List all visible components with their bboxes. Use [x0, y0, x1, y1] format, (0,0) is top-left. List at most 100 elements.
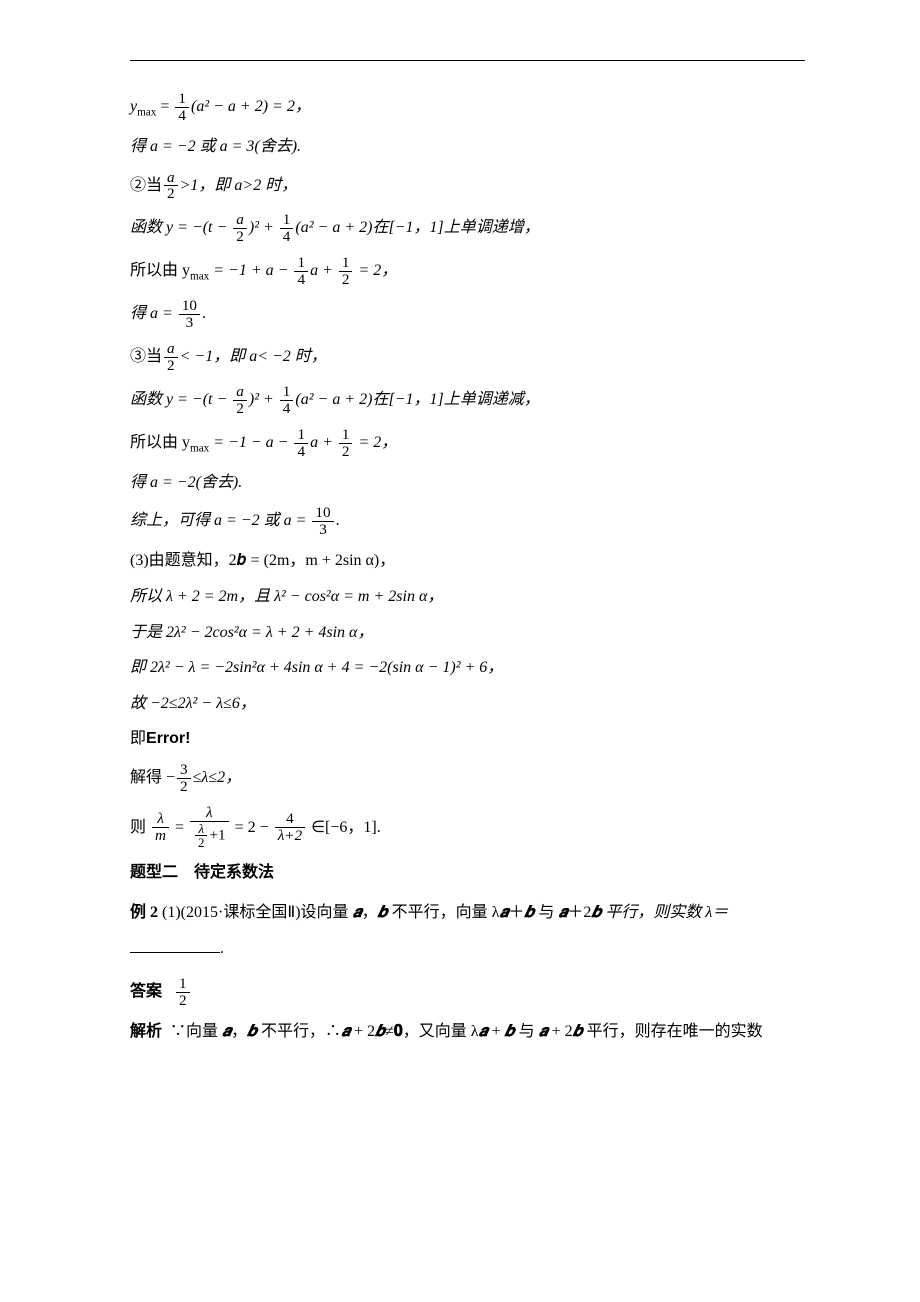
text: ，又向量 λ — [403, 1023, 479, 1040]
vector: 𝒂 — [539, 1023, 548, 1040]
denominator: 3 — [312, 521, 333, 538]
text: a + — [310, 434, 337, 451]
text: ， — [362, 904, 378, 921]
denominator: 4 — [280, 400, 294, 417]
nested-fraction: λ 2 — [195, 822, 207, 850]
numerator: 1 — [339, 255, 353, 271]
text: 于是 2λ² − 2cos²α = λ + 2 + 4sin α， — [130, 624, 373, 641]
vector: 𝒃 — [505, 1023, 515, 1040]
document-page: ymax = 14(a² − a + 2) = 2， 得 a = −2 或 a … — [0, 0, 920, 1114]
text-line: 得 a = −2 或 a = 3(舍去). — [130, 134, 805, 160]
text: ＋2 — [567, 904, 591, 921]
numerator: 3 — [177, 762, 191, 778]
text: . — [336, 513, 340, 530]
equation-line: 函数 y = −(t − a2)² + 14(a² − a + 2)在[−1，1… — [130, 212, 805, 245]
section-heading: 题型二 待定系数法 — [130, 860, 805, 886]
denominator: 4 — [294, 443, 308, 460]
equation-line: ymax = 14(a² − a + 2) = 2， — [130, 91, 805, 124]
numerator: 1 — [294, 427, 308, 443]
text: = 2， — [354, 434, 397, 451]
fraction: 32 — [177, 762, 191, 795]
vector: 𝒂 — [222, 1023, 231, 1040]
text: 解得 − — [130, 769, 175, 786]
text: = 2 − — [235, 815, 269, 841]
fraction: 14 — [280, 212, 294, 245]
text: 平行，则存在唯一的实数 — [583, 1023, 763, 1040]
numerator: a — [233, 384, 247, 400]
numerator: λ — [195, 822, 207, 836]
text: 平行，则实数 λ＝ — [601, 904, 728, 921]
vector: 𝒃 — [573, 1023, 583, 1040]
text: 即 — [130, 730, 146, 747]
equation-line: 得 a = 103. — [130, 298, 805, 331]
equation-line: 所以由 ymax = −1 − a − 14a + 12 = 2， — [130, 427, 805, 460]
fraction: 103 — [179, 298, 200, 331]
subscript: max — [137, 106, 156, 118]
text: = — [175, 815, 184, 841]
subscript: max — [190, 271, 209, 283]
denominator: 2 — [177, 778, 191, 795]
denominator: 2 — [164, 185, 178, 202]
numerator: a — [164, 341, 178, 357]
fraction: 103 — [312, 505, 333, 538]
text: ≤λ≤2， — [193, 769, 242, 786]
text-line: (3)由题意知，2𝒃 = (2m，m + 2sin α)， — [130, 548, 805, 574]
fraction: λ m — [152, 811, 169, 844]
denominator: 4 — [175, 107, 189, 124]
equation-line: ②当a2>1，即 a>2 时， — [130, 170, 805, 203]
answer-blank — [130, 952, 220, 953]
numerator: λ — [190, 805, 229, 821]
text: 得 a = −2 或 a = 3(舍去). — [130, 138, 301, 155]
text: 所以由 y — [130, 434, 190, 451]
fraction: a2 — [233, 212, 247, 245]
text: 即 2λ² − λ = −2sin²α + 4sin α + 4 = −2(si… — [130, 659, 503, 676]
denominator: 2 — [176, 992, 190, 1009]
denominator: m — [152, 827, 169, 844]
text: (a² − a + 2) = 2， — [191, 98, 311, 115]
solution-label: 解析 — [130, 1023, 162, 1040]
equation-line: ③当a2< −1，即 a< −2 时， — [130, 341, 805, 374]
answer-label: 答案 — [130, 983, 162, 1000]
text: ＋ — [508, 904, 524, 921]
numerator: a — [164, 170, 178, 186]
text: )² + — [249, 220, 278, 237]
text: ②当 — [130, 177, 162, 194]
denominator: 2 — [339, 271, 353, 288]
numerator: 1 — [339, 427, 353, 443]
numerator: 1 — [294, 255, 308, 271]
fraction: 12 — [339, 427, 353, 460]
equation-line: 函数 y = −(t − a2)² + 14(a² − a + 2)在[−1，1… — [130, 384, 805, 417]
text: (a² − a + 2)在[−1，1]上单调递增， — [295, 220, 539, 237]
error-text: Error! — [146, 730, 190, 747]
example-text: 例 2 (1)(2015·课标全国Ⅱ)设向量 𝒂，𝒃 不平行，向量 λ𝒂＋𝒃 与… — [130, 895, 805, 965]
text: ③当 — [130, 348, 162, 365]
text: 综上，可得 a = −2 或 a = — [130, 513, 310, 530]
text: = 2， — [354, 262, 397, 279]
vector: 𝒂 — [353, 904, 362, 921]
equation-line: 综上，可得 a = −2 或 a = 103. — [130, 505, 805, 538]
text: 故 −2≤2λ² − λ≤6， — [130, 695, 256, 712]
text-line: 即 2λ² − λ = −2sin²α + 4sin α + 4 = −2(si… — [130, 655, 805, 681]
denominator: 2 — [164, 357, 178, 374]
answer-line: 答案 12 — [130, 976, 805, 1009]
text: ， — [231, 1023, 247, 1040]
text: . — [220, 940, 224, 957]
text: 得 a = −2(舍去). — [130, 474, 242, 491]
text-line: 得 a = −2(舍去). — [130, 470, 805, 496]
fraction: 4 λ+2 — [275, 811, 305, 844]
fraction: 14 — [294, 427, 308, 460]
text: )² + — [249, 391, 278, 408]
text: 不平行，∴ — [257, 1023, 341, 1040]
fraction: a2 — [164, 341, 178, 374]
text: + 2 — [350, 1023, 375, 1040]
fraction: 14 — [175, 91, 189, 124]
text: >1，即 a>2 时， — [180, 177, 298, 194]
example-label: 例 2 — [130, 904, 158, 921]
text: 得 a = — [130, 305, 177, 322]
denominator: 4 — [280, 228, 294, 245]
text: 所以 λ + 2 = 2m，且 λ² − cos²α = m + 2sin α， — [130, 588, 443, 605]
vector: 𝒃 — [247, 1023, 257, 1040]
text: (3)由题意知，2𝒃 = (2m，m + 2sin α)， — [130, 552, 395, 569]
text: (a² − a + 2)在[−1，1]上单调递减， — [295, 391, 539, 408]
text: a + — [310, 262, 337, 279]
